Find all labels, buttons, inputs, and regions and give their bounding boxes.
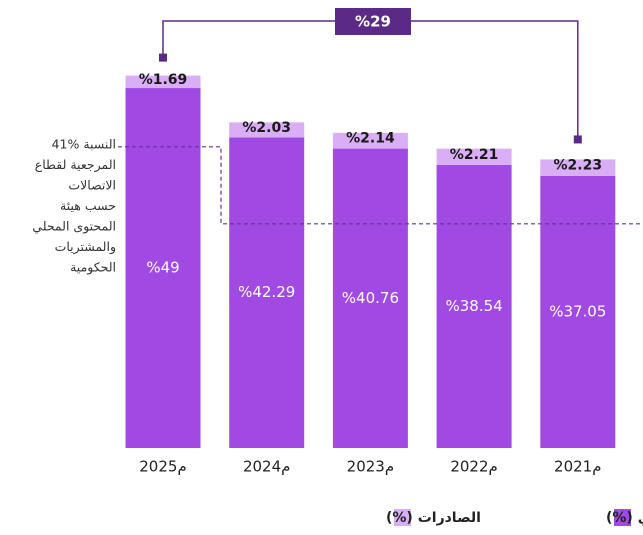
bar-segment bbox=[540, 159, 616, 176]
value-label: %38.54 bbox=[445, 297, 502, 315]
value-label: %37.05 bbox=[549, 302, 606, 320]
bar-segment bbox=[125, 75, 201, 89]
legend-label: الصادرات (%) bbox=[386, 510, 481, 526]
bar-segment bbox=[229, 137, 305, 448]
growth-box bbox=[335, 8, 411, 35]
legend-swatch bbox=[394, 509, 411, 526]
x-tick-label: 2025م bbox=[139, 458, 186, 476]
x-tick-label: 2022م bbox=[450, 458, 497, 476]
bar-segment bbox=[125, 88, 201, 449]
value-label: %40.76 bbox=[342, 289, 399, 307]
value-label: %42.29 bbox=[238, 283, 295, 301]
value-label: %49 bbox=[146, 259, 179, 277]
bar-segment bbox=[332, 132, 408, 149]
bracket-end bbox=[159, 53, 167, 62]
legend-swatch bbox=[614, 509, 631, 526]
x-tick-label: 2023م bbox=[347, 458, 394, 476]
bracket-end bbox=[573, 135, 582, 144]
reference-label: المرجعية لقطاع bbox=[35, 157, 116, 173]
reference-label: الاتصالات bbox=[68, 178, 116, 193]
x-tick-label: 2021م bbox=[554, 458, 601, 476]
reference-label: حسب هيئة bbox=[60, 198, 116, 213]
bar-segment bbox=[540, 175, 616, 448]
bar-segment bbox=[436, 148, 512, 165]
reference-label: 41% النسبة bbox=[52, 137, 116, 152]
value-label: %1.69 bbox=[139, 72, 188, 88]
value-label: %2.03 bbox=[242, 120, 291, 136]
reference-line bbox=[118, 146, 640, 225]
value-label: %2.21 bbox=[450, 147, 499, 163]
growth-label: %29 bbox=[355, 13, 391, 31]
bar-segment bbox=[436, 164, 512, 449]
legend-label: المحتوى المحلي (%) bbox=[606, 510, 643, 526]
value-label: %2.14 bbox=[346, 131, 395, 147]
x-tick-label: 2024م bbox=[243, 458, 290, 476]
reference-label: المحتوى المحلي bbox=[32, 219, 116, 235]
bar-segment bbox=[229, 122, 305, 138]
reference-label: الحكومية bbox=[70, 260, 116, 276]
reference-label: والمشتريات bbox=[55, 239, 116, 255]
value-label: %2.23 bbox=[554, 158, 603, 174]
growth-bracket bbox=[162, 20, 579, 140]
bar-segment bbox=[332, 148, 408, 448]
